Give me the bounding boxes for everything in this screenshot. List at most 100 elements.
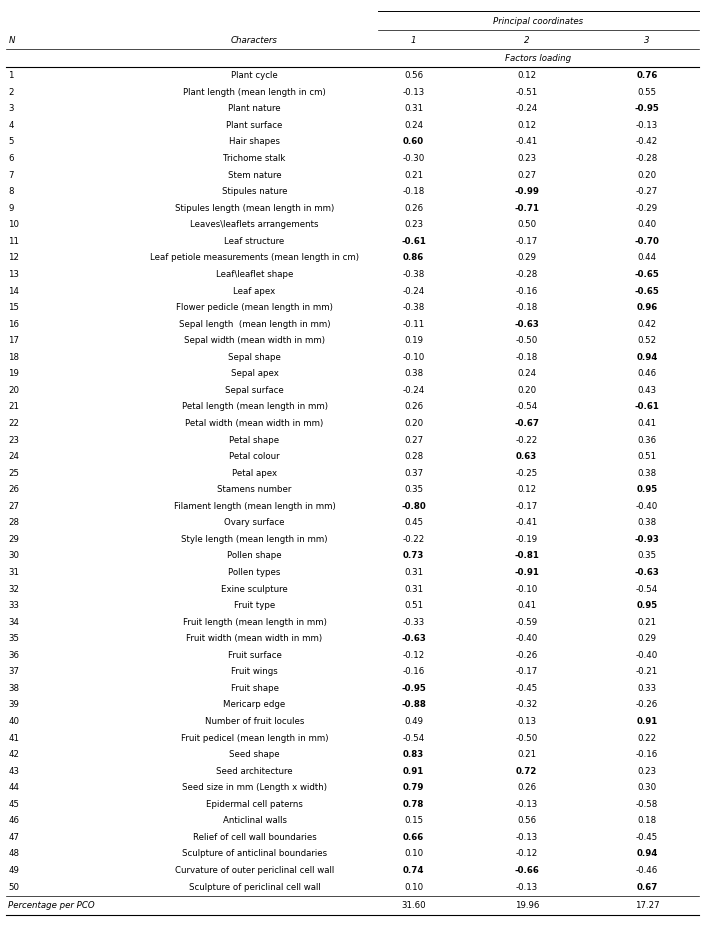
Text: 0.46: 0.46 (637, 369, 657, 378)
Text: 31.60: 31.60 (402, 901, 426, 911)
Text: 0.91: 0.91 (636, 717, 658, 726)
Text: Number of fruit locules: Number of fruit locules (205, 717, 304, 726)
Text: 0.20: 0.20 (517, 386, 537, 395)
Text: 0.10: 0.10 (404, 883, 423, 892)
Text: 0.15: 0.15 (404, 816, 423, 826)
Text: -0.16: -0.16 (636, 750, 658, 759)
Text: 0.27: 0.27 (404, 436, 423, 444)
Text: -0.29: -0.29 (636, 203, 658, 213)
Text: 0.56: 0.56 (517, 816, 537, 826)
Text: 0.38: 0.38 (637, 519, 657, 527)
Text: 25: 25 (8, 468, 20, 478)
Text: 2: 2 (8, 88, 14, 97)
Text: 7: 7 (8, 171, 14, 180)
Text: 20: 20 (8, 386, 20, 395)
Text: -0.91: -0.91 (514, 568, 539, 577)
Text: -0.38: -0.38 (402, 270, 425, 279)
Text: Style length (mean length in mm): Style length (mean length in mm) (181, 535, 328, 544)
Text: Leaf petiole measurements (mean length in cm): Leaf petiole measurements (mean length i… (150, 254, 359, 262)
Text: -0.13: -0.13 (515, 883, 538, 892)
Text: -0.46: -0.46 (636, 866, 658, 875)
Text: -0.38: -0.38 (402, 303, 425, 312)
Text: -0.24: -0.24 (402, 386, 425, 395)
Text: -0.58: -0.58 (636, 800, 658, 809)
Text: 0.44: 0.44 (637, 254, 657, 262)
Text: Petal length (mean length in mm): Petal length (mean length in mm) (182, 402, 327, 411)
Text: -0.51: -0.51 (515, 88, 538, 97)
Text: 40: 40 (8, 717, 20, 726)
Text: 21: 21 (8, 402, 20, 411)
Text: Filament length (mean length in mm): Filament length (mean length in mm) (174, 502, 335, 510)
Text: Seed architecture: Seed architecture (216, 767, 293, 775)
Text: -0.28: -0.28 (515, 270, 538, 279)
Text: 0.73: 0.73 (403, 551, 424, 561)
Text: 0.37: 0.37 (404, 468, 423, 478)
Text: 28: 28 (8, 519, 20, 527)
Text: -0.11: -0.11 (402, 320, 425, 328)
Text: 41: 41 (8, 733, 20, 743)
Text: 44: 44 (8, 783, 20, 792)
Text: 0.67: 0.67 (636, 883, 658, 892)
Text: Sepal length  (mean length in mm): Sepal length (mean length in mm) (179, 320, 330, 328)
Text: 0.91: 0.91 (403, 767, 424, 775)
Text: -0.63: -0.63 (514, 320, 539, 328)
Text: 26: 26 (8, 485, 20, 494)
Text: 18: 18 (8, 353, 20, 362)
Text: Ovary surface: Ovary surface (224, 519, 285, 527)
Text: 17.27: 17.27 (635, 901, 659, 911)
Text: 0.12: 0.12 (517, 121, 537, 130)
Text: Fruit shape: Fruit shape (230, 684, 279, 693)
Text: Fruit type: Fruit type (234, 601, 275, 610)
Text: 0.22: 0.22 (637, 733, 657, 743)
Text: -0.12: -0.12 (402, 650, 425, 660)
Text: Exine sculpture: Exine sculpture (221, 584, 288, 593)
Text: -0.24: -0.24 (402, 286, 425, 296)
Text: 29: 29 (8, 535, 19, 544)
Text: 35: 35 (8, 634, 20, 643)
Text: 49: 49 (8, 866, 19, 875)
Text: 0.76: 0.76 (636, 71, 658, 80)
Text: 15: 15 (8, 303, 20, 312)
Text: -0.16: -0.16 (402, 667, 425, 676)
Text: Mericarp edge: Mericarp edge (223, 701, 286, 709)
Text: -0.22: -0.22 (515, 436, 538, 444)
Text: Leaf\leaflet shape: Leaf\leaflet shape (216, 270, 293, 279)
Text: 30: 30 (8, 551, 20, 561)
Text: Fruit surface: Fruit surface (228, 650, 281, 660)
Text: -0.40: -0.40 (636, 650, 658, 660)
Text: Percentage per PCO: Percentage per PCO (8, 901, 95, 911)
Text: 0.45: 0.45 (404, 519, 423, 527)
Text: -0.54: -0.54 (402, 733, 425, 743)
Text: -0.28: -0.28 (636, 154, 658, 163)
Text: 12: 12 (8, 254, 20, 262)
Text: 0.12: 0.12 (517, 71, 537, 80)
Text: -0.65: -0.65 (634, 270, 660, 279)
Text: 0.31: 0.31 (404, 584, 423, 593)
Text: 0.23: 0.23 (404, 220, 423, 230)
Text: 11: 11 (8, 237, 20, 245)
Text: 0.13: 0.13 (517, 717, 537, 726)
Text: -0.67: -0.67 (514, 419, 539, 428)
Text: 45: 45 (8, 800, 20, 809)
Text: 0.86: 0.86 (403, 254, 424, 262)
Text: -0.45: -0.45 (636, 833, 658, 842)
Text: Fruit width (mean width in mm): Fruit width (mean width in mm) (187, 634, 322, 643)
Text: -0.22: -0.22 (402, 535, 425, 544)
Text: 27: 27 (8, 502, 20, 510)
Text: -0.17: -0.17 (515, 667, 538, 676)
Text: -0.33: -0.33 (402, 618, 425, 627)
Text: 39: 39 (8, 701, 19, 709)
Text: 0.30: 0.30 (637, 783, 657, 792)
Text: 48: 48 (8, 849, 20, 858)
Text: 1: 1 (411, 35, 416, 45)
Text: 47: 47 (8, 833, 20, 842)
Text: 0.36: 0.36 (637, 436, 657, 444)
Text: -0.54: -0.54 (515, 402, 538, 411)
Text: Characters: Characters (231, 35, 278, 45)
Text: -0.32: -0.32 (515, 701, 538, 709)
Text: 0.51: 0.51 (637, 453, 657, 461)
Text: 0.26: 0.26 (404, 402, 423, 411)
Text: -0.45: -0.45 (515, 684, 538, 693)
Text: -0.26: -0.26 (515, 650, 538, 660)
Text: 0.40: 0.40 (637, 220, 657, 230)
